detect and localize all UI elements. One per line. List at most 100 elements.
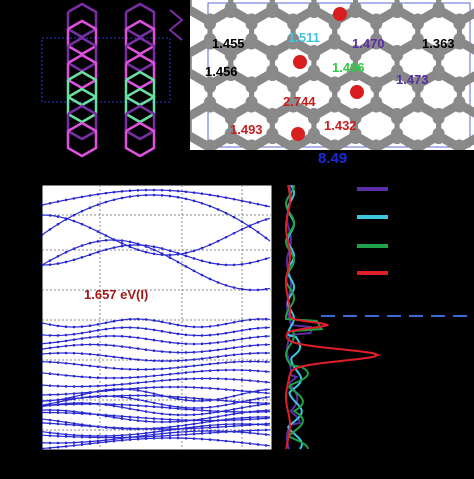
oxygen-atom (293, 55, 307, 69)
bond-label-1: 1.455 (212, 36, 245, 51)
band-point (64, 344, 68, 348)
band-point (232, 338, 236, 342)
band-point (40, 441, 44, 445)
band-point (264, 287, 268, 291)
band-point (104, 234, 108, 237)
band-point (184, 413, 188, 417)
band-point (168, 413, 172, 416)
band-point (256, 351, 260, 355)
band-point (152, 379, 156, 383)
band-point (96, 394, 100, 398)
carbon-atom (432, 45, 445, 57)
band-point (224, 409, 228, 412)
band-point (72, 362, 76, 366)
band-point (128, 357, 132, 361)
band-point (40, 263, 44, 267)
band-point (72, 247, 76, 250)
band-point (256, 423, 260, 426)
band-point (128, 376, 132, 379)
band-point (56, 345, 60, 349)
band-point (48, 418, 52, 422)
band-point (208, 261, 212, 265)
band-point (184, 406, 188, 409)
band-point (264, 204, 268, 208)
band-point (152, 401, 156, 405)
band-point (88, 395, 92, 398)
band-point (128, 243, 132, 247)
band-point (232, 330, 236, 334)
band-point (64, 402, 68, 405)
band-point (48, 201, 52, 205)
band-point (216, 208, 220, 211)
band-point (136, 317, 140, 321)
band-point (176, 195, 180, 199)
band-point (208, 341, 212, 345)
band-line (41, 214, 271, 256)
band-point (88, 241, 92, 245)
band-point (80, 343, 84, 347)
band-point (64, 250, 68, 254)
carbon-atom (391, 45, 404, 57)
band-line (41, 395, 271, 409)
band-point (104, 394, 108, 398)
band-point (88, 194, 92, 197)
carbon-atom (391, 1, 404, 14)
band-point (152, 367, 156, 371)
band-point (120, 427, 124, 430)
band-point (168, 420, 172, 424)
band-point (184, 436, 188, 440)
band-point (40, 360, 44, 363)
band-point (88, 376, 92, 379)
band-point (128, 367, 132, 371)
band-point (216, 398, 220, 401)
band-point (80, 209, 84, 213)
band-line (41, 409, 271, 423)
band-point (208, 411, 212, 415)
band-point (96, 376, 100, 380)
band-line (41, 377, 271, 388)
band-point (208, 429, 212, 433)
band-point (144, 434, 148, 437)
carbon-atom (204, 33, 216, 45)
band-point (144, 193, 148, 197)
band-point (200, 417, 204, 421)
band-point (200, 437, 204, 441)
band-point (152, 248, 156, 252)
band-point (80, 385, 84, 388)
band-point (152, 411, 156, 415)
band-point (40, 213, 44, 217)
band-point (152, 420, 156, 424)
band-point (184, 324, 188, 328)
band-point (192, 334, 196, 337)
band-point (128, 335, 132, 339)
band-point (232, 430, 236, 434)
band-point (48, 346, 52, 350)
carbon-atom (391, 108, 404, 120)
band-point (184, 423, 188, 427)
band-point (120, 367, 124, 371)
band-point (96, 240, 100, 243)
band-line (41, 369, 271, 379)
band-point (64, 260, 68, 264)
band-point (224, 396, 228, 400)
band-point (96, 434, 100, 438)
band-point (40, 233, 44, 237)
band-point (48, 446, 52, 450)
band-line (41, 189, 271, 208)
band-point (256, 397, 260, 400)
band-point (176, 332, 180, 336)
band-point (128, 195, 132, 198)
band-point (232, 378, 236, 381)
band-point (80, 411, 84, 414)
band-point (64, 385, 68, 388)
band-point (248, 344, 252, 348)
band-point (184, 265, 188, 268)
band-point (80, 434, 84, 437)
band-point (208, 356, 212, 359)
carbon-atom (411, 76, 424, 89)
band-point (168, 331, 172, 334)
band-point (184, 333, 188, 337)
band-point (104, 440, 108, 444)
band-point (96, 439, 100, 443)
band-point (136, 389, 140, 392)
